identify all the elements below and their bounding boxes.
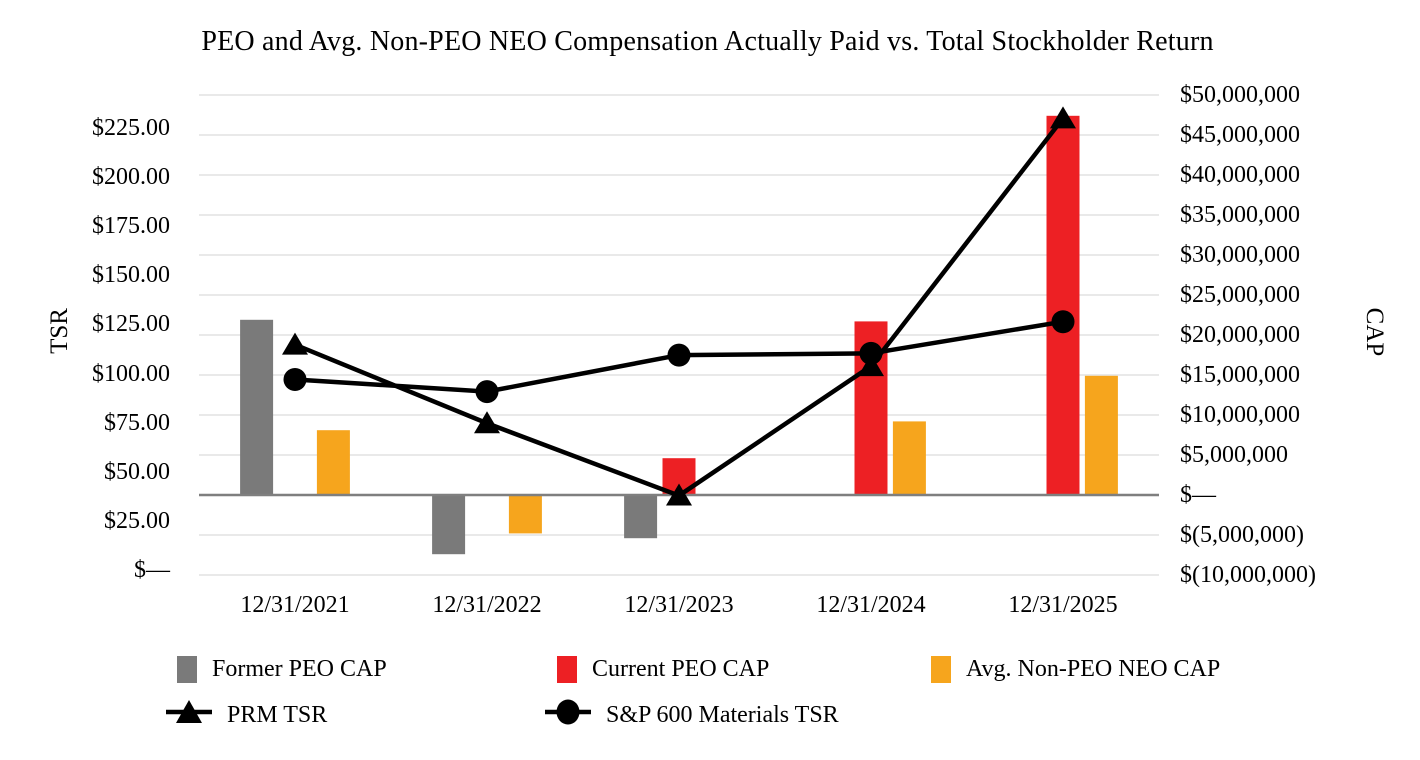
triangle-marker-icon: [282, 332, 308, 355]
right-axis-tick: $35,000,000: [1180, 202, 1300, 228]
legend-label-former-peo-cap: Former PEO CAP: [212, 656, 387, 682]
left-axis-tick: $—: [134, 557, 170, 583]
triangle-marker-icon: [1050, 106, 1076, 129]
right-axis-tick: $50,000,000: [1180, 82, 1300, 108]
triangle-marker-icon: [858, 354, 884, 377]
right-axis-tick: $10,000,000: [1180, 402, 1300, 428]
x-axis-label: 12/31/2023: [624, 592, 734, 618]
left-axis-tick: $150.00: [92, 262, 170, 289]
right-axis-tick: $25,000,000: [1180, 282, 1300, 308]
triangle-marker-icon: [166, 698, 212, 733]
legend-label-prm-tsr: PRM TSR: [227, 702, 328, 728]
left-axis-tick: $75.00: [104, 409, 170, 436]
triangle-marker-icon: [474, 411, 500, 434]
x-axis-label: 12/31/2022: [432, 592, 542, 618]
right-axis-tick: $—: [1180, 482, 1216, 508]
circle-marker-icon: [667, 343, 691, 367]
circle-marker-icon: [1051, 310, 1075, 334]
left-axis-tick: $50.00: [104, 458, 170, 485]
avg-non-peo-neo-cap-swatch-icon: [931, 656, 951, 683]
bar-current-peo-cap: [1046, 115, 1080, 496]
legend-item-sp600-materials-tsr: S&P 600 Materials TSR: [545, 698, 839, 733]
legend-item-avg-non-peo-neo-cap: Avg. Non-PEO NEO CAP: [931, 656, 1220, 683]
circle-marker-icon: [545, 698, 591, 733]
legend-item-former-peo-cap: Former PEO CAP: [177, 656, 387, 683]
bar-avg-non-peo-neo-cap: [1084, 375, 1118, 495]
x-axis-label: 12/31/2025: [1008, 592, 1118, 618]
left-axis-tick: $125.00: [92, 311, 170, 338]
right-axis-tick: $45,000,000: [1180, 122, 1300, 148]
left-axis-tick: $100.00: [92, 360, 170, 387]
circle-marker-icon: [475, 380, 499, 404]
bar-former-peo-cap: [432, 495, 466, 555]
bar-former-peo-cap: [240, 319, 274, 495]
bar-avg-non-peo-neo-cap: [508, 495, 542, 534]
right-axis-tick: $5,000,000: [1180, 442, 1288, 468]
right-axis-tick: $(10,000,000): [1180, 562, 1316, 588]
circle-marker-icon: [859, 341, 883, 365]
circle-marker-icon: [283, 367, 307, 391]
left-axis-tick: $200.00: [92, 164, 170, 191]
former-peo-cap-swatch-icon: [177, 656, 197, 683]
left-axis-tick: $25.00: [104, 507, 170, 534]
legend-item-prm-tsr: PRM TSR: [166, 698, 327, 733]
bar-former-peo-cap: [624, 495, 658, 539]
right-axis-tick: $15,000,000: [1180, 362, 1300, 388]
bar-avg-non-peo-neo-cap: [892, 421, 926, 495]
legend-label-avg-non-peo-neo-cap: Avg. Non-PEO NEO CAP: [966, 656, 1221, 682]
chart-title: PEO and Avg. Non-PEO NEO Compensation Ac…: [201, 26, 1214, 57]
right-axis-tick: $40,000,000: [1180, 162, 1300, 188]
left-axis-tick: $225.00: [92, 115, 170, 141]
right-axis-tick: $(5,000,000): [1180, 522, 1304, 548]
legend-label-current-peo-cap: Current PEO CAP: [592, 656, 770, 682]
x-axis-label: 12/31/2021: [240, 592, 350, 618]
right-axis-tick: $20,000,000: [1180, 322, 1300, 348]
current-peo-cap-swatch-icon: [557, 656, 577, 683]
right-axis-tick: $30,000,000: [1180, 242, 1300, 268]
legend-item-current-peo-cap: Current PEO CAP: [557, 656, 769, 683]
bar-avg-non-peo-neo-cap: [316, 430, 350, 495]
triangle-marker-icon: [666, 483, 692, 506]
left-axis-tick: $175.00: [92, 213, 170, 240]
legend-label-sp600-materials-tsr: S&P 600 Materials TSR: [606, 702, 839, 728]
x-axis-label: 12/31/2024: [816, 592, 926, 618]
